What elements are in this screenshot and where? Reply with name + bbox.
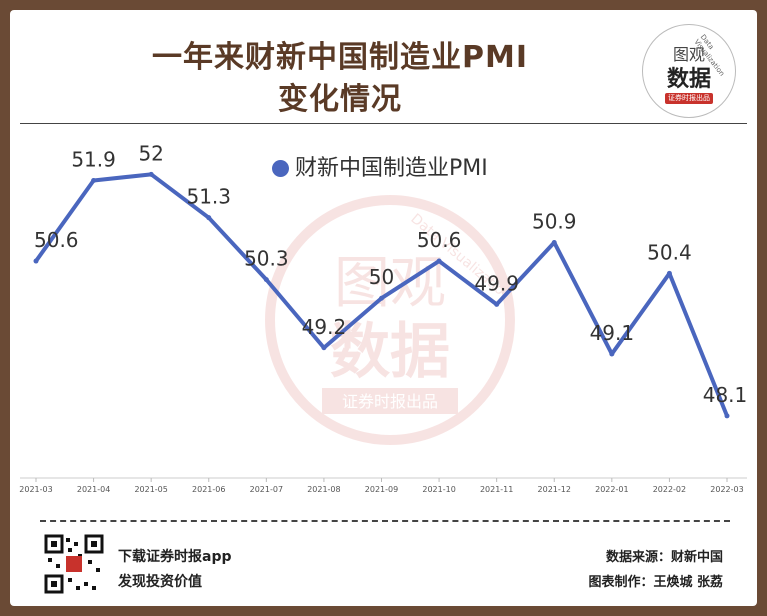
data-point [321, 345, 327, 351]
pmi-line-chart: 2021-03 2021-04 2021-05 2021-06 2021-07 2021-… [19, 141, 748, 494]
data-label: 48.1 [703, 383, 748, 407]
data-label: 50.6 [34, 228, 79, 252]
x-tick-label: 2021-12 [538, 485, 571, 494]
data-label: 51.3 [186, 185, 231, 209]
x-tick-label: 2021-10 [422, 485, 455, 494]
data-point [379, 295, 384, 301]
infographic-card: 一年来财新中国制造业PMI 变化情况 Data Visualization 图观… [10, 10, 757, 606]
data-point [263, 277, 269, 283]
header-divider [20, 123, 747, 124]
x-tick-label: 2022-02 [653, 485, 686, 494]
x-tick-label: 2021-04 [77, 485, 110, 494]
x-tick-label: 2021-09 [365, 485, 398, 494]
data-point [206, 215, 212, 221]
data-point [666, 270, 672, 276]
x-tick-label: 2021-06 [192, 485, 225, 494]
chart-credit: 图表制作：王焕城 张荔 [588, 575, 723, 590]
series-line [34, 172, 729, 417]
data-label: 49.1 [590, 321, 635, 345]
data-label: 50 [369, 265, 394, 289]
x-tick-label: 2021-11 [480, 485, 513, 494]
x-tick-label: 2021-05 [134, 485, 167, 494]
data-label: 50.4 [647, 240, 692, 264]
data-source: 数据来源：财新中国 [605, 550, 723, 565]
data-label: 51.9 [71, 148, 116, 172]
badge-line1: 图观 [672, 45, 705, 64]
data-label: 50.6 [417, 228, 462, 252]
data-label: 49.9 [474, 271, 519, 295]
data-point [91, 178, 97, 184]
legend-swatch [272, 160, 289, 177]
brand-badge: Data Visualization 图观 数据 证券时报出品 [642, 24, 736, 118]
page-subtitle: 变化情况 [278, 82, 402, 117]
qr-code-icon [44, 534, 104, 594]
x-tick-label: 2022-03 [710, 485, 743, 494]
download-slogan: 发现投资价值 [118, 574, 202, 590]
data-label: 49.2 [302, 315, 347, 339]
legend-label: 财新中国制造业PMI [295, 156, 488, 181]
x-tick-label: 2022-01 [595, 485, 628, 494]
download-app-text: 下载证券时报app [118, 549, 232, 565]
badge-tagline: 证券时报出品 [665, 93, 713, 104]
data-point [436, 258, 442, 264]
badge-line2: 数据 [666, 67, 711, 92]
data-point [551, 239, 557, 245]
data-point [33, 258, 39, 264]
page-title: 一年来财新中国制造业PMI [151, 40, 528, 75]
data-label: 50.9 [532, 209, 577, 233]
data-point [494, 301, 500, 307]
data-label: 52 [138, 141, 163, 165]
x-tick-label: 2021-07 [250, 485, 283, 494]
x-tick-label: 2021-03 [19, 485, 52, 494]
chart-legend: 财新中国制造业PMI [272, 150, 488, 182]
data-point [609, 351, 615, 357]
footer-divider [40, 520, 730, 522]
data-point [724, 413, 730, 419]
x-tick-label: 2021-08 [307, 485, 340, 494]
data-label: 50.3 [244, 247, 289, 271]
data-point [148, 171, 154, 177]
